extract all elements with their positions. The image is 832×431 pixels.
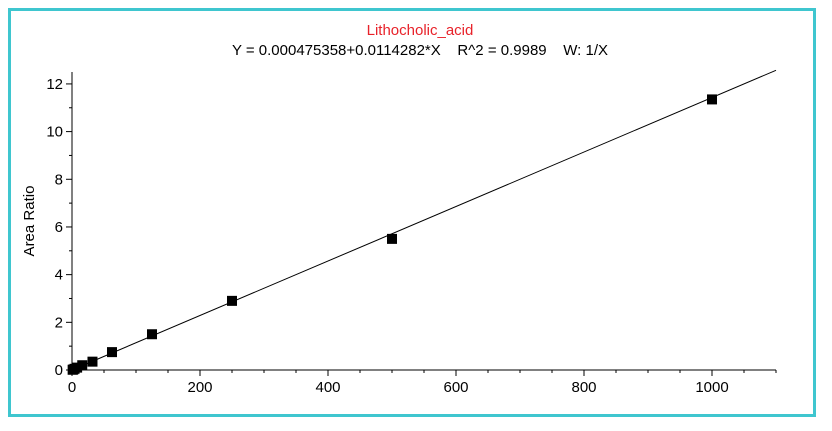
data-point — [707, 94, 717, 105]
x-tick-label: 800 — [571, 379, 596, 396]
data-point — [87, 356, 98, 367]
y-axis-label: Area Ratio — [21, 186, 38, 257]
y-tick-label: 12 — [46, 76, 63, 93]
y-tick-label: 8 — [55, 171, 63, 188]
data-point — [72, 362, 83, 373]
fit-line-group — [71, 69, 777, 371]
data-point — [107, 347, 117, 358]
regression-line — [71, 69, 777, 371]
ticks: 0 200 400 600 800 1000 0 2 4 6 8 10 12 — [46, 76, 777, 396]
x-tick-label: 0 — [68, 379, 76, 396]
data-points — [67, 94, 717, 375]
y-tick-label: 0 — [55, 362, 63, 379]
y-tick-label: 2 — [55, 314, 63, 331]
x-tick-label: 400 — [315, 379, 340, 396]
x-tick-label: 200 — [187, 379, 212, 396]
y-tick-label: 4 — [55, 267, 63, 284]
data-point — [387, 233, 397, 244]
data-point — [147, 329, 157, 340]
data-point — [77, 360, 88, 371]
chart-frame — [8, 8, 816, 417]
chart-title: Lithocholic_acid — [367, 22, 474, 39]
regression-equation: Y = 0.000475358+0.0114282*X R^2 = 0.9989… — [232, 42, 608, 59]
y-tick-label: 10 — [46, 124, 63, 141]
x-tick-label: 1000 — [695, 379, 728, 396]
data-point — [227, 295, 237, 306]
x-tick-label: 600 — [443, 379, 468, 396]
y-tick-label: 6 — [55, 219, 63, 236]
